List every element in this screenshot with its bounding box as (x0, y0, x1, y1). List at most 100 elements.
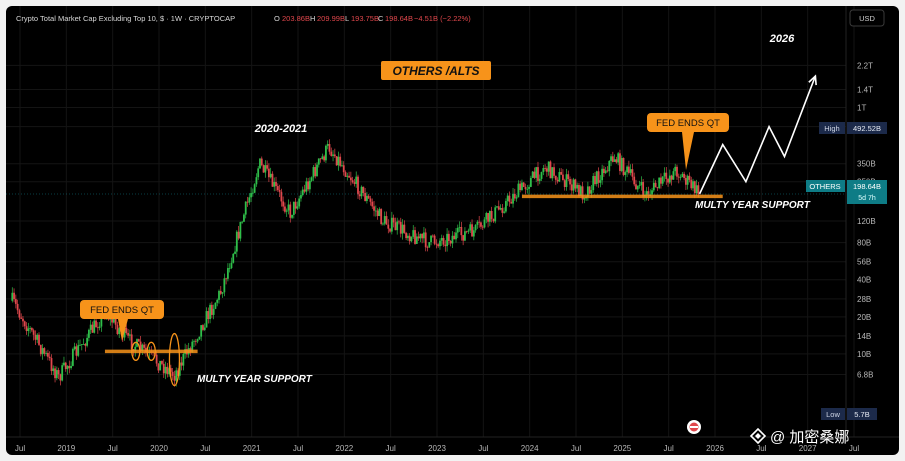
candle-body (239, 221, 242, 239)
candle-body (344, 172, 347, 177)
candle-body (537, 167, 539, 181)
y-tick-label: 2.2T (857, 61, 873, 70)
candle-body (490, 211, 493, 219)
candle-body (169, 368, 172, 372)
candle-body (563, 180, 566, 187)
highlight-ellipse-3 (168, 332, 181, 387)
candle-body (216, 299, 219, 303)
chart-svg[interactable]: Crypto Total Market Cap Excluding Top 10… (6, 6, 899, 455)
candle-body (392, 217, 395, 223)
candle-body (328, 144, 331, 152)
candle-body (123, 327, 126, 338)
candle-body (80, 344, 83, 345)
candle-body (633, 176, 636, 185)
candle-body (679, 177, 682, 178)
candle-body (394, 222, 397, 231)
candle-body (660, 177, 662, 184)
candle-body (389, 228, 391, 232)
x-tick-label: 2021 (243, 444, 261, 453)
candle-body (549, 161, 552, 179)
candle-body (505, 201, 507, 212)
candle-body (594, 176, 596, 184)
candle-body (366, 195, 368, 202)
candle-body (617, 153, 620, 163)
candle-body (578, 184, 580, 196)
projection-path (698, 75, 817, 195)
candle-body (244, 201, 247, 215)
x-tick-label: Jul (571, 444, 581, 453)
overlay (6, 74, 846, 387)
candle-body (645, 191, 648, 195)
candle-body (676, 166, 678, 177)
candle-body (538, 178, 541, 181)
candle-body (373, 206, 375, 211)
candle-body (367, 195, 370, 199)
candle-body (137, 339, 140, 342)
candle-body (471, 224, 473, 237)
candle-body (663, 172, 666, 177)
candle-body (271, 173, 274, 187)
change-value: −4.51B (−2.22%) (414, 14, 471, 23)
candle-body (173, 375, 176, 381)
candle-body (576, 184, 579, 189)
candle-body (177, 370, 179, 376)
candle-body (71, 349, 74, 366)
candle-body (196, 339, 199, 342)
candle-body (43, 348, 46, 354)
candle-body (205, 311, 208, 328)
candle-body (50, 358, 53, 372)
candle-body (492, 218, 495, 222)
bar-countdown: 5d 7h (858, 195, 876, 202)
candle-body (341, 165, 343, 167)
candle-body (180, 362, 183, 366)
candle-body (321, 156, 324, 160)
candle-body (428, 242, 431, 248)
candle-body (496, 206, 498, 208)
candle-body (674, 166, 677, 172)
candle-body (469, 224, 472, 231)
candle-body (485, 213, 488, 220)
candle-body (608, 160, 611, 172)
candle-body (544, 168, 547, 169)
candle-body (610, 156, 612, 161)
candle-body (540, 172, 543, 179)
y-axis-ticks: 2.2T1.4T1T700B350B250B120B80B56B40B28B20… (857, 61, 876, 379)
high-marker: High 492.52B (819, 122, 887, 134)
candle-body (34, 334, 37, 340)
y-tick-label: 80B (857, 239, 871, 248)
candle-body (547, 161, 550, 172)
candle-body (82, 344, 85, 345)
candle-body (326, 144, 329, 146)
candle-body (374, 210, 377, 212)
candle-body (112, 317, 115, 323)
candle-body (562, 174, 564, 181)
candle-body (273, 182, 276, 187)
candle-body (681, 173, 684, 178)
candle-body (89, 324, 92, 330)
candle-body (260, 158, 263, 166)
candle-body (619, 153, 621, 171)
c-label: C (378, 14, 384, 23)
x-tick-label: 2027 (799, 444, 817, 453)
candle-body (348, 175, 350, 178)
candle-body (319, 158, 322, 160)
currency-button[interactable]: USD (849, 9, 885, 27)
candle-body (257, 168, 260, 178)
candle-body (296, 206, 299, 209)
candle-body (524, 186, 527, 190)
candle-body (665, 172, 668, 179)
x-tick-label: Jul (108, 444, 118, 453)
candle-body (323, 156, 326, 161)
candle-body (684, 178, 687, 185)
candle-body (198, 336, 201, 340)
candle-body (513, 193, 516, 199)
candle-body (497, 206, 500, 210)
chart-title-box: OTHERS /ALTS (381, 61, 491, 80)
candle-body (55, 370, 58, 379)
cycle-label-2020-2021: 2020-2021 (254, 123, 308, 135)
candle-body (232, 253, 235, 263)
candle-body (599, 180, 602, 183)
candle-body (332, 154, 334, 156)
candle-body (95, 320, 97, 328)
candle-body (503, 211, 506, 213)
